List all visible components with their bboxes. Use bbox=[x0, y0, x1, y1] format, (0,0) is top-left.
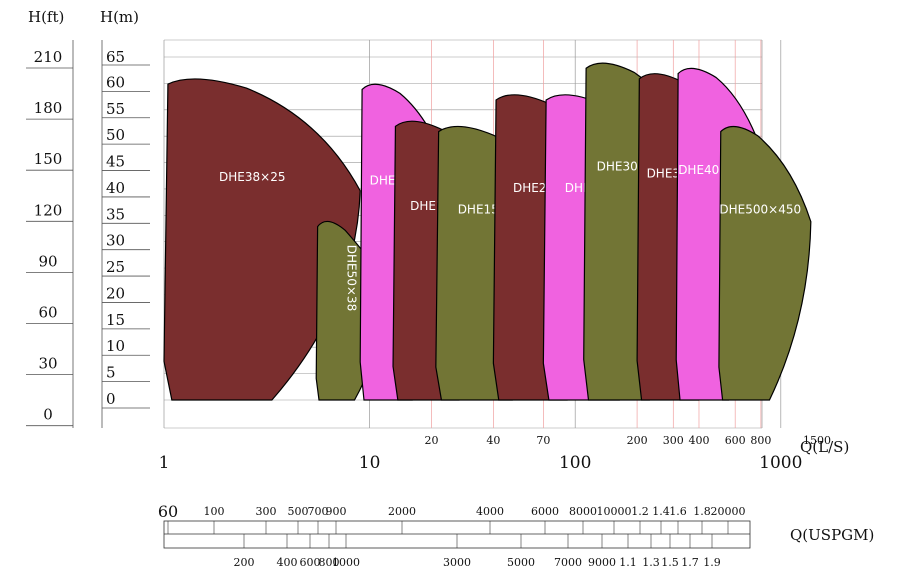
y-tick-m: 20 bbox=[106, 284, 125, 302]
y-tick-m: 0 bbox=[106, 390, 116, 408]
usgpm-tick-top: 100 bbox=[204, 505, 225, 518]
x-tick-minor: 800 bbox=[750, 434, 771, 447]
series-label: DHE38×25 bbox=[219, 170, 285, 184]
series-label: DHE500×450 bbox=[719, 202, 801, 216]
y-tick-m: 30 bbox=[106, 232, 125, 250]
y-tick-ft: 210 bbox=[34, 48, 63, 66]
usgpm-tick-top: 1.8 bbox=[693, 505, 711, 518]
series-region-11 bbox=[718, 125, 812, 401]
y-tick-m: 5 bbox=[106, 364, 116, 382]
y-tick-m: 50 bbox=[106, 126, 125, 144]
y-tick-m: 10 bbox=[106, 337, 125, 355]
x-tick-minor: 200 bbox=[627, 434, 648, 447]
usgpm-tick-bottom: 200 bbox=[234, 556, 255, 569]
x-tick-minor: 20 bbox=[424, 434, 438, 447]
usgpm-tick-bottom: 1.9 bbox=[703, 556, 721, 569]
y-tick-m: 40 bbox=[106, 179, 125, 197]
usgpm-tick-top: 500 bbox=[288, 505, 309, 518]
usgpm-tick-bottom: 5000 bbox=[507, 556, 535, 569]
usgpm-tick-bottom: 800 bbox=[319, 556, 340, 569]
x-tick-minor: 40 bbox=[486, 434, 500, 447]
y-tick-m: 25 bbox=[106, 258, 125, 276]
usgpm-tick-top: 1.6 bbox=[669, 505, 687, 518]
usgpm-tick-bottom: 1.7 bbox=[681, 556, 699, 569]
usgpm-tick-bottom: 9000 bbox=[588, 556, 616, 569]
y-tick-m: 60 bbox=[106, 73, 125, 91]
usgpm-axis-label: Q(USPGM) bbox=[790, 526, 874, 544]
y-axis-m-label: H(m) bbox=[100, 8, 139, 26]
y-tick-m: 35 bbox=[106, 205, 125, 223]
y-tick-m: 45 bbox=[106, 153, 125, 171]
x-tick-minor: 300 bbox=[663, 434, 684, 447]
x-tick-minor: 400 bbox=[688, 434, 709, 447]
y-tick-ft: 0 bbox=[43, 406, 53, 424]
usgpm-tick-bottom: 3000 bbox=[443, 556, 471, 569]
series-regions: DHE38×25DHE50×38DHE75×50DHE100×75DHE150×… bbox=[163, 62, 812, 401]
usgpm-tick-bottom: 1000 bbox=[332, 556, 360, 569]
usgpm-tick-top: 1.4 bbox=[652, 505, 670, 518]
usgpm-tick-bottom: 7000 bbox=[554, 556, 582, 569]
usgpm-tick-top: 10000 bbox=[597, 505, 632, 518]
x-axis: 1 10 100 1000 20 40 70 200 300 400 600 800 1500Q(L/S… bbox=[159, 434, 850, 473]
x-tick-major: 1000 bbox=[759, 453, 802, 473]
x-tick-minor: 1500 bbox=[803, 434, 831, 447]
x-tick-minor: 70 bbox=[536, 434, 550, 447]
usgpm-tick-top: 20000 bbox=[711, 505, 746, 518]
usgpm-tick-bottom: 400 bbox=[277, 556, 298, 569]
usgpm-tick-bottom: 1.3 bbox=[642, 556, 660, 569]
x-axis-label: Q(L/S) bbox=[800, 438, 849, 456]
y-tick-ft: 60 bbox=[38, 304, 57, 322]
usgpm-tick-top: 900 bbox=[326, 505, 347, 518]
usgpm-tick-top: 8000 bbox=[569, 505, 597, 518]
usgpm-tick-top: 4000 bbox=[476, 505, 504, 518]
usgpm-tick-top: 2000 bbox=[388, 505, 416, 518]
y-tick-ft: 180 bbox=[34, 99, 63, 117]
usgpm-tick-bottom: 1.5 bbox=[661, 556, 679, 569]
y-axis-ft: H(ft) 210 180 150 120 90 60 30 0 bbox=[26, 8, 74, 428]
x-tick-major: 100 bbox=[559, 453, 591, 473]
y-axis-ft-label: H(ft) bbox=[28, 8, 64, 26]
x-tick-major: 1 bbox=[159, 453, 170, 473]
usgpm-tick-top: 700 bbox=[308, 505, 329, 518]
x-tick-major: 10 bbox=[359, 453, 381, 473]
usgpm-tick-bottom: 600 bbox=[300, 556, 321, 569]
y-tick-ft: 120 bbox=[34, 201, 63, 219]
y-tick-ft: 90 bbox=[38, 252, 57, 270]
y-tick-m: 65 bbox=[106, 48, 125, 66]
usgpm-tick-top: 60 bbox=[158, 502, 178, 521]
y-tick-ft: 150 bbox=[34, 150, 63, 168]
series-label: DHE50×38 bbox=[345, 245, 359, 311]
usgpm-tick-bottom: 1.1 bbox=[619, 556, 637, 569]
y-tick-m: 15 bbox=[106, 311, 125, 329]
y-tick-ft: 30 bbox=[38, 355, 57, 373]
y-tick-m: 55 bbox=[106, 100, 125, 118]
usgpm-tick-top: 300 bbox=[256, 505, 277, 518]
usgpm-tick-top: 6000 bbox=[531, 505, 559, 518]
usgpm-tick-top: 1.2 bbox=[631, 505, 649, 518]
x-tick-minor: 600 bbox=[725, 434, 746, 447]
